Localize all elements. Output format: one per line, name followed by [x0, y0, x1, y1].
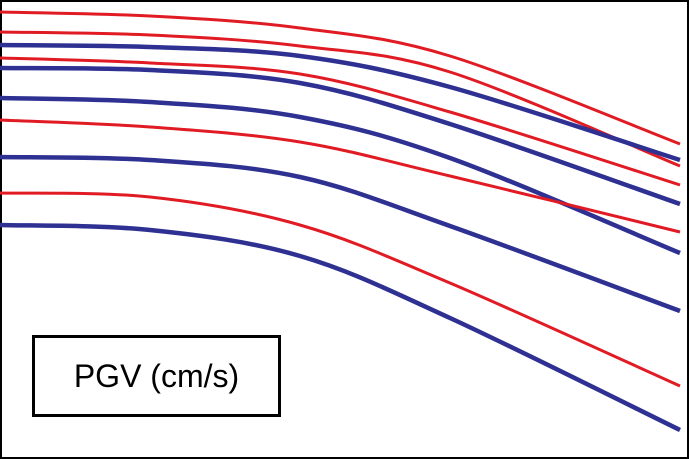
- label-box: PGV (cm/s): [32, 335, 281, 417]
- series-line-9-red: [0, 191, 681, 388]
- series-line-7-red: [0, 118, 681, 234]
- series-line-6-blue: [0, 95, 681, 256]
- series-layer: [0, 10, 681, 433]
- series-line-5-blue: [0, 65, 681, 207]
- series-line-4-red: [0, 56, 681, 187]
- series-line-3-blue: [0, 42, 681, 163]
- series-line-2-red: [0, 30, 681, 168]
- series-line-10-blue: [0, 222, 681, 433]
- label-text: PGV (cm/s): [73, 357, 240, 394]
- series-line-1-red: [0, 10, 681, 146]
- series-line-8-blue: [0, 154, 681, 314]
